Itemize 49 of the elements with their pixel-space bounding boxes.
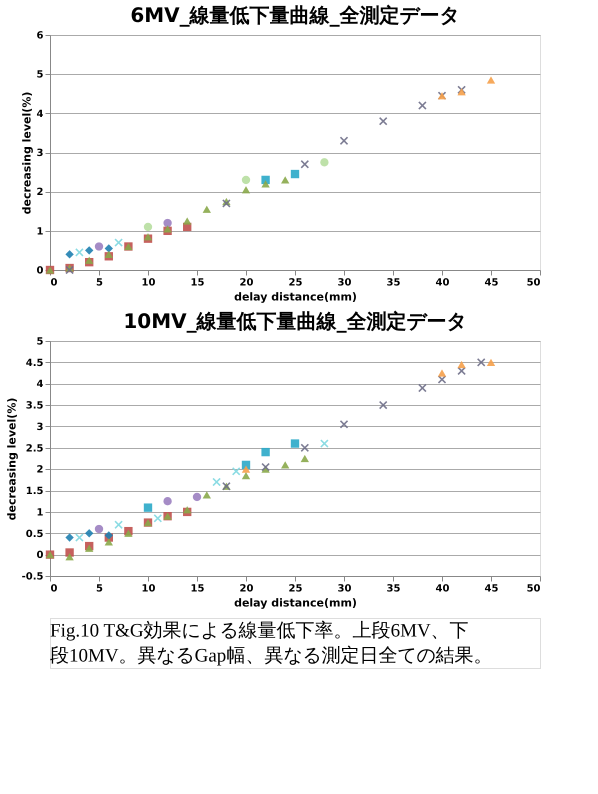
y-tick-label: 4 [36,108,44,120]
x-tick-label: 50 [526,278,541,288]
y-tick-label: 4 [36,379,44,390]
x-tick-label: 25 [288,278,302,288]
y-tick-label: 1 [36,226,44,238]
y-tick-label: 2.5 [26,443,44,454]
x-tick-label: 10 [142,584,156,594]
y-tick-label: 1 [36,507,44,518]
x-tick-label: 0 [50,278,58,288]
x-tick-label: 50 [526,584,541,594]
x-tick-label: 15 [190,584,204,594]
y-tick-label: 0 [36,550,44,562]
y-tick-label: 5 [36,336,44,348]
y-tick-label: 5 [36,70,44,81]
y-axis-title: decreasing level(%) [6,398,19,520]
y-tick-label: 3.5 [26,400,44,412]
chart-title: 6MV_線量低下量曲線_全測定データ [130,3,460,27]
y-tick-label: 0.5 [26,528,44,540]
y-tick-label: 3 [36,148,44,159]
x-tick-label: 10 [142,278,156,288]
x-tick-label: 40 [436,584,450,594]
x-tick-label: 35 [386,584,400,594]
y-tick-label: 0 [36,266,44,276]
x-axis-title: delay distance(mm) [234,290,357,304]
x-tick-label: 0 [50,584,58,594]
y-tick-label: 1.5 [26,486,44,498]
x-tick-label: 40 [436,278,450,288]
y-tick-label: 3 [36,422,44,433]
x-tick-label: 20 [240,584,254,594]
x-tick-label: 30 [338,584,352,594]
y-tick-label: 6 [36,30,44,42]
x-axis-title: delay distance(mm) [234,596,357,610]
y-tick-label: -0.5 [22,572,44,582]
caption: Fig.10 T&G効果による線量低下率。上段6MV、下 [50,620,469,642]
x-tick-label: 25 [288,584,302,594]
x-tick-label: 5 [96,584,104,594]
y-tick-label: 2 [36,464,44,476]
y-axis-title: decreasing level(%) [20,92,34,214]
text: 段10MV。異なるGap幅、異なる測定日全ての結果。 [50,644,492,666]
y-tick-label: 4.5 [26,358,44,369]
x-tick-label: 30 [338,278,352,288]
y-tick-label: 2 [36,187,44,198]
x-tick-label: 5 [96,278,104,288]
x-tick-label: 45 [484,278,498,288]
x-tick-label: 15 [190,278,204,288]
x-tick-label: 35 [386,278,400,288]
x-tick-label: 45 [484,584,498,594]
x-tick-label: 20 [240,278,254,288]
chart-title: 10MV_線量低下量曲線_全測定データ [123,309,467,333]
